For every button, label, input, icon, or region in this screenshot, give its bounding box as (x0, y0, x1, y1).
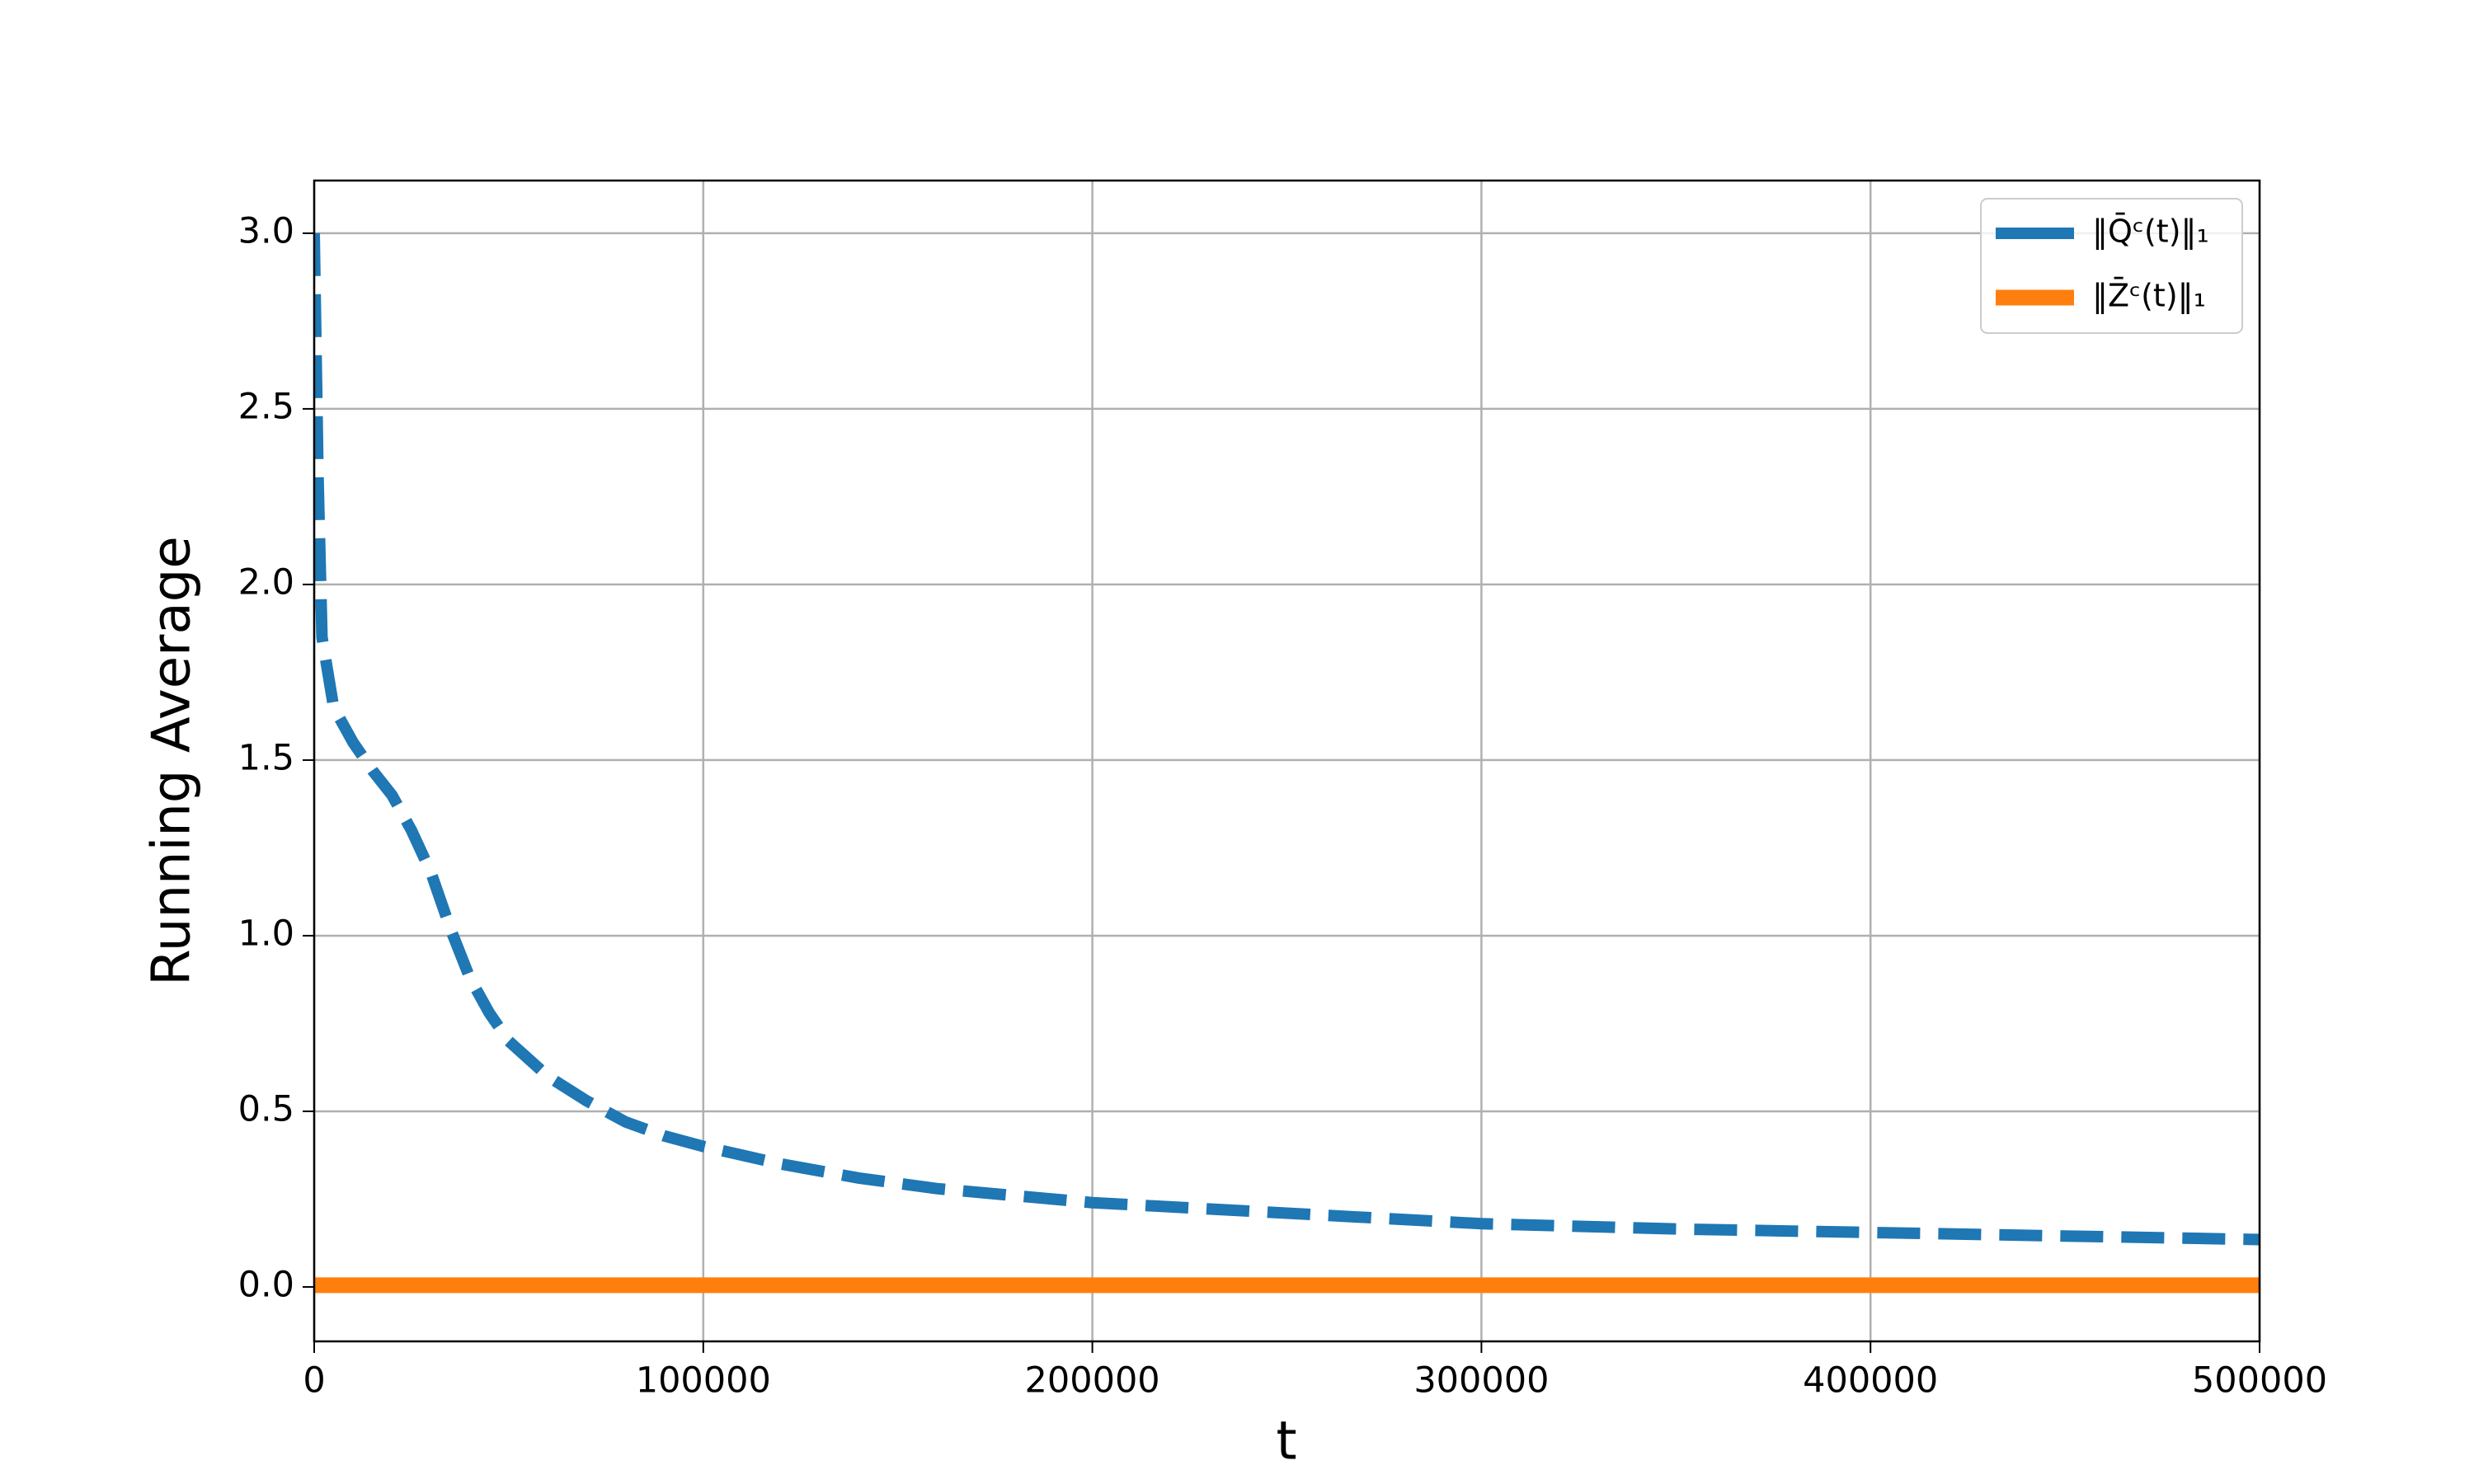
y-tick-label: 2.0 (238, 561, 294, 603)
x-tick-label: 500000 (2192, 1360, 2327, 1402)
x-tick-label: 400000 (1803, 1360, 1938, 1402)
x-axis-label: t (1276, 1411, 1296, 1472)
plot-frame (313, 179, 2261, 1343)
y-tick-label: 0.5 (238, 1088, 294, 1129)
x-tick-label: 200000 (1025, 1360, 1160, 1402)
x-tick-label: 100000 (636, 1360, 771, 1402)
y-tick-label: 1.5 (238, 737, 294, 778)
y-tick-label: 0.0 (238, 1264, 294, 1305)
legend-label: ‖Z̄ᶜ(t)‖₁ (2092, 278, 2206, 315)
x-tick-label: 0 (303, 1360, 325, 1402)
y-tick-label: 1.0 (238, 913, 294, 954)
y-axis-label: Running Average (142, 536, 203, 985)
y-tick-label: 2.5 (238, 386, 294, 427)
y-tick-label: 3.0 (238, 210, 294, 251)
legend-label: ‖Q̄ᶜ(t)‖₁ (2092, 214, 2209, 251)
x-tick-label: 300000 (1413, 1360, 1549, 1402)
line (314, 232, 2260, 1246)
